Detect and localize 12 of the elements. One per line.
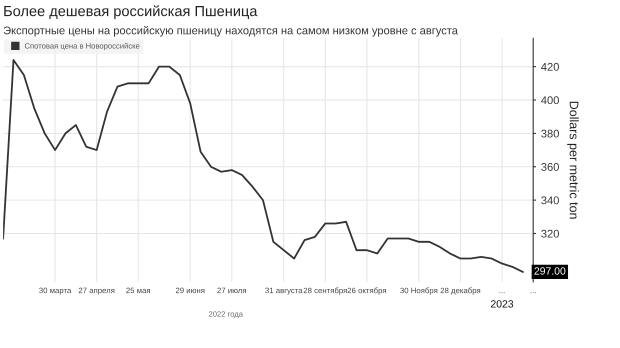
y-tick-label: 400 [541, 96, 559, 104]
y-tick-label: 340 [541, 196, 559, 204]
y-tick-label: 380 [541, 130, 559, 138]
data-label: 297.00 [534, 267, 566, 275]
line-series [3, 59, 524, 273]
y-tick-label: 320 [541, 230, 559, 238]
text: 2023 [490, 300, 514, 308]
y-tick-label: 420 [541, 62, 559, 71]
chart-subtitle: Экспортные цены на российскую пшеницу находятся на самом низком уровне с августа [4, 26, 458, 37]
y-axis-title: Dollars per metric ton [567, 102, 579, 219]
y-tick-label: 360 [541, 163, 559, 171]
chart-title: Более дешевая российская Пшеница [4, 5, 258, 20]
